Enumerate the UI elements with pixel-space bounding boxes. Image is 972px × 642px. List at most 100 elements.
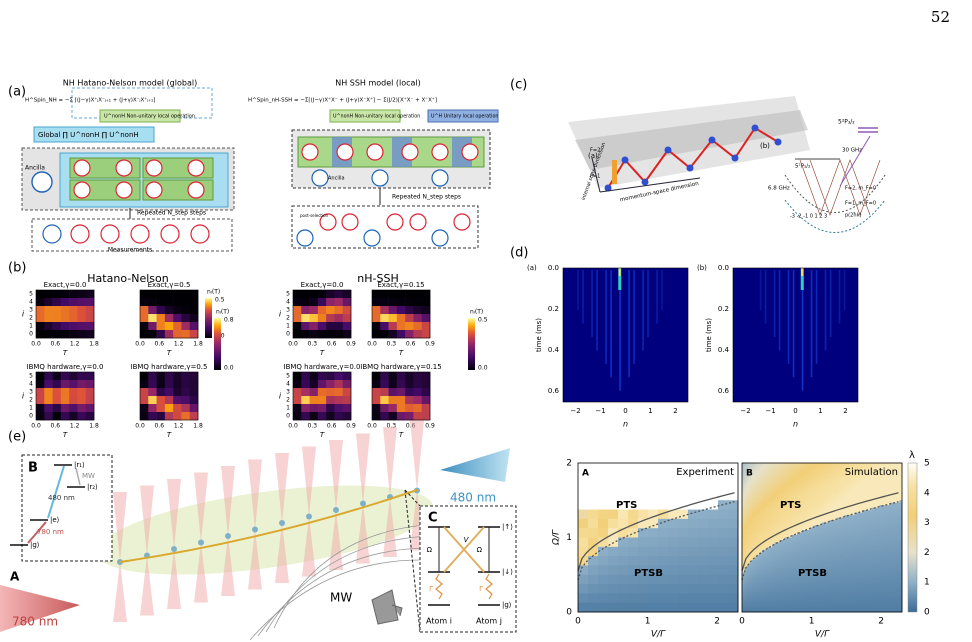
- heatmap-cell: [832, 579, 835, 583]
- heatmap-cell: [767, 602, 770, 605]
- heatmap-cell: [834, 604, 838, 608]
- heatmap-cell: [421, 372, 431, 381]
- heatmap-cell: [752, 507, 755, 511]
- heatmap-cell: [752, 482, 755, 486]
- heatmap-cell: [754, 564, 758, 568]
- heatmap-cell: [744, 607, 748, 610]
- x-tick-label: 0.6: [327, 423, 337, 430]
- heatmap-cell: [842, 574, 845, 578]
- heatmap-cell: [809, 609, 813, 613]
- heatmap-cell: [882, 532, 885, 536]
- heatmap-cell: [752, 463, 755, 466]
- heatmap-cell: [827, 500, 830, 504]
- heatmap-cell: [804, 530, 808, 533]
- heatmap-cell: [817, 517, 820, 521]
- heatmap-cell: [784, 475, 788, 479]
- heatmap-cell: [764, 562, 768, 566]
- heatmap-cell: [812, 512, 815, 516]
- heatmap-cell: [824, 472, 828, 476]
- heatmap-cell: [779, 594, 783, 598]
- heatmap-cell: [762, 554, 765, 558]
- heatmap-cell: [827, 582, 830, 586]
- heatmap-cell: [814, 530, 818, 533]
- heatmap-cell: [787, 537, 790, 541]
- heatmap-cell: [804, 589, 808, 593]
- heatmap-cell: [718, 584, 729, 594]
- heatmap-cell: [877, 574, 880, 578]
- heatmap-cell: [309, 372, 319, 381]
- heatmap-cell: [867, 574, 870, 578]
- heatmap-cell: [847, 497, 850, 501]
- heatmap-cell: [837, 584, 840, 588]
- heatmap-cell: [857, 609, 860, 613]
- heatmap-cell: [872, 467, 875, 471]
- heatmap-cell: [797, 537, 800, 541]
- heatmap-cell: [688, 537, 699, 548]
- heatmap-cell: [819, 567, 823, 571]
- heatmap-cell: [877, 582, 880, 586]
- heatmap-cell: [782, 477, 785, 481]
- heatmap-cell: [837, 480, 840, 484]
- heatmap-cell: [852, 527, 855, 531]
- heatmap-cell: [852, 587, 855, 591]
- heatmap-cell: [164, 380, 174, 389]
- heatmap-cell: [767, 609, 770, 613]
- heatmap-cell: [814, 507, 818, 511]
- heatmap-cell: [787, 490, 790, 494]
- heatmap-cell: [744, 569, 748, 573]
- heatmap-cell: [782, 609, 785, 613]
- heatmap-cell: [837, 589, 840, 593]
- heatmap-cell: [708, 518, 719, 529]
- heatmap-cell: [784, 492, 788, 496]
- heatmap-cell: [869, 589, 873, 593]
- heatmap-cell: [777, 527, 780, 531]
- heatmap-cell: [889, 475, 893, 479]
- heatmap-cell: [792, 465, 795, 469]
- heatmap-cell: [839, 587, 843, 591]
- heatmap-cell: [792, 544, 795, 548]
- heatmap-cell: [869, 544, 873, 548]
- heatmap-cell: [832, 544, 835, 548]
- heatmap-cell: [887, 577, 890, 581]
- heatmap-cell: [827, 562, 830, 566]
- heatmap-cell: [887, 495, 890, 499]
- heatmap-cell: [728, 546, 739, 557]
- heatmap-cell: [752, 477, 755, 481]
- heatmap-cell: [897, 497, 900, 501]
- heatmap-cell: [847, 577, 850, 581]
- heatmap-cell: [859, 500, 863, 504]
- heatmap-cell: [804, 480, 808, 484]
- heatmap-cell: [824, 569, 828, 573]
- heatmap-cell: [388, 404, 398, 413]
- heatmap-cell: [839, 525, 843, 528]
- heatmap-cell: [764, 487, 768, 491]
- heatmap-cell: [819, 535, 823, 538]
- heatmap-cell: [892, 577, 895, 581]
- heatmap-cell: [809, 497, 813, 501]
- heatmap-cell: [817, 609, 820, 613]
- heatmap-cell: [772, 572, 775, 576]
- heatmap-cell: [867, 530, 870, 533]
- heatmap-cell: [892, 542, 895, 546]
- heatmap-cell: [764, 537, 768, 541]
- heatmap-cell: [787, 485, 790, 489]
- heatmap-cell: [852, 530, 855, 533]
- heatmap-cell: [754, 477, 758, 481]
- heatmap-cell: [849, 467, 853, 471]
- plot-frame: [139, 371, 199, 421]
- heatmap-cell: [744, 567, 748, 571]
- heatmap-cell: [767, 542, 770, 546]
- heatmap-cell: [807, 505, 810, 509]
- heatmap-cell: [869, 567, 873, 571]
- heatmap-cell: [882, 467, 885, 471]
- heatmap-cell: [668, 565, 679, 576]
- heatmap-cell: [884, 542, 888, 546]
- heatmap-cell: [897, 607, 900, 610]
- heatmap-cell: [872, 502, 875, 506]
- heatmap-cell: [859, 584, 863, 588]
- heatmap-cell: [767, 467, 770, 471]
- heatmap-cell: [777, 525, 780, 528]
- heatmap-cell: [779, 577, 783, 581]
- heatmap-cell: [899, 507, 903, 511]
- colorbar-tick: 2: [924, 548, 930, 558]
